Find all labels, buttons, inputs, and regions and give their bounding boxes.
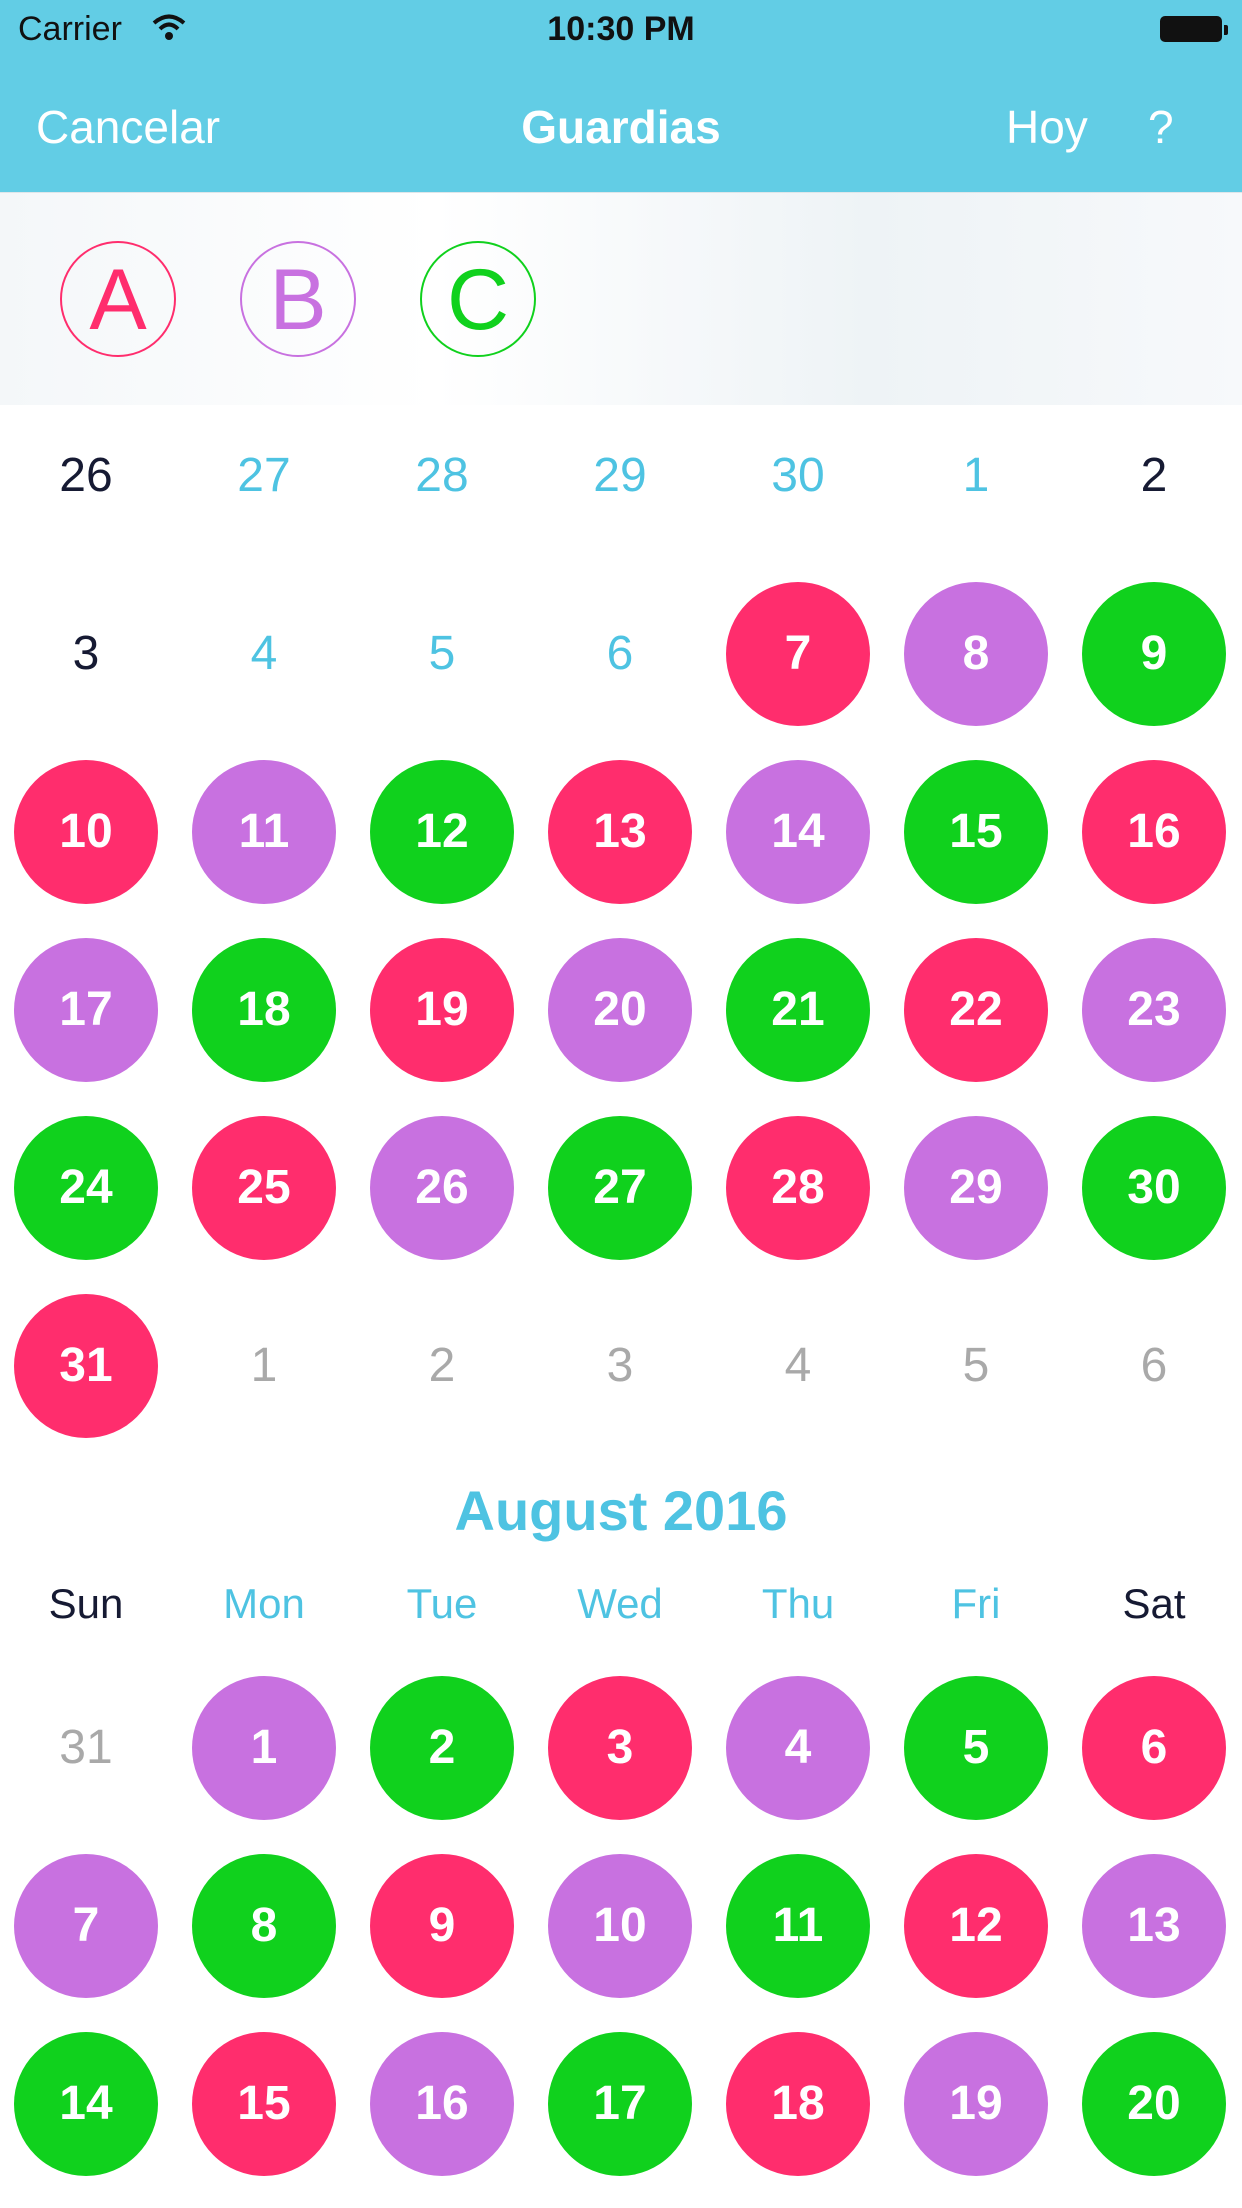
calendar-day[interactable]: 12 [904, 1854, 1048, 1998]
calendar-day[interactable]: 12 [370, 760, 514, 904]
calendar-day[interactable]: 9 [370, 1854, 514, 1998]
calendar-day[interactable]: 2 [1140, 449, 1168, 502]
calendar-day[interactable]: 19 [370, 938, 514, 1082]
calendar-day[interactable]: 9 [1082, 582, 1226, 726]
calendar-day[interactable]: 10 [14, 760, 158, 904]
calendar-day[interactable]: 13 [1082, 1854, 1226, 1998]
calendar-day[interactable]: 27 [237, 449, 291, 502]
calendar-day[interactable]: 13 [548, 760, 692, 904]
calendar-day[interactable]: 6 [1140, 1339, 1168, 1392]
calendar-day[interactable]: 24 [14, 1116, 158, 1260]
calendar-day[interactable]: 5 [962, 1339, 990, 1392]
calendar-day[interactable]: 3 [548, 1676, 692, 1820]
calendar-day[interactable]: 5 [428, 627, 456, 680]
calendar-day[interactable]: 31 [14, 1294, 158, 1438]
calendar-day[interactable]: 4 [784, 1339, 812, 1392]
weekday-label: Sat [1122, 1580, 1186, 1627]
calendar-day[interactable]: 17 [548, 2032, 692, 2176]
weekday-label: Sun [48, 1580, 124, 1627]
weekday-label: Wed [577, 1580, 663, 1627]
weekday-label: Thu [761, 1580, 835, 1627]
calendar-day[interactable]: 15 [904, 760, 1048, 904]
calendar-day[interactable]: 3 [72, 627, 100, 680]
calendar-day[interactable]: 16 [1082, 760, 1226, 904]
calendar-day[interactable]: 17 [14, 938, 158, 1082]
calendar-day[interactable]: 2 [370, 1676, 514, 1820]
calendar-day[interactable]: 31 [59, 1721, 113, 1774]
calendar-day[interactable]: 25 [192, 1116, 336, 1260]
calendar-day[interactable]: 6 [1082, 1676, 1226, 1820]
calendar-day[interactable]: 16 [370, 2032, 514, 2176]
calendar-day[interactable]: 22 [904, 938, 1048, 1082]
calendar-day[interactable]: 29 [904, 1116, 1048, 1260]
status-time: 10:30 PM [547, 10, 695, 48]
calendar-day[interactable]: 14 [726, 760, 870, 904]
calendar-day[interactable]: 6 [606, 627, 634, 680]
calendar-day[interactable]: 28 [415, 449, 469, 502]
calendar-day[interactable]: 29 [593, 449, 647, 502]
calendar-day[interactable]: 1 [192, 1676, 336, 1820]
shift-selector: A B C [0, 192, 1242, 405]
calendar-day[interactable]: 18 [192, 938, 336, 1082]
navigation-bar: Cancelar Guardias Hoy ? [0, 60, 1242, 192]
calendar-day[interactable]: 3 [606, 1339, 634, 1392]
calendar-day[interactable]: 27 [548, 1116, 692, 1260]
calendar-day[interactable]: 1 [962, 449, 990, 502]
help-button[interactable]: ? [1148, 101, 1174, 153]
calendar-day[interactable]: 21 [726, 938, 870, 1082]
calendar-day[interactable]: 4 [250, 627, 278, 680]
calendar-day[interactable]: 11 [726, 1854, 870, 1998]
calendar-day[interactable]: 28 [726, 1116, 870, 1260]
top-bar: Carrier 10:30 PM Cancelar Guardias Hoy ? [0, 0, 1242, 192]
calendar-day[interactable]: 23 [1082, 938, 1226, 1082]
calendar-day[interactable]: 30 [1082, 1116, 1226, 1260]
status-bar: Carrier 10:30 PM [0, 0, 1242, 60]
calendar-day[interactable]: 5 [904, 1676, 1048, 1820]
battery-icon [1160, 16, 1228, 42]
month-title: August 2016 [454, 1479, 788, 1542]
calendar-day[interactable]: 26 [59, 449, 113, 502]
calendar-day[interactable]: 19 [904, 2032, 1048, 2176]
calendar-day[interactable]: 2 [428, 1339, 456, 1392]
shift-c-button[interactable]: C [420, 241, 536, 357]
calendar-day[interactable]: 15 [192, 2032, 336, 2176]
carrier-label: Carrier [18, 10, 122, 48]
calendar-day[interactable]: 7 [14, 1854, 158, 1998]
calendar-day[interactable]: 26 [370, 1116, 514, 1260]
weekday-label: Fri [951, 1580, 1001, 1627]
cancel-button[interactable]: Cancelar [36, 101, 221, 153]
weekday-label: Mon [223, 1580, 305, 1627]
calendar-day[interactable]: 4 [726, 1676, 870, 1820]
calendar-day[interactable]: 20 [1082, 2032, 1226, 2176]
calendar-day[interactable]: 20 [548, 938, 692, 1082]
shift-b-button[interactable]: B [240, 241, 356, 357]
weekday-label: Tue [406, 1580, 478, 1627]
wifi-icon [152, 14, 186, 40]
calendar-day[interactable]: 11 [192, 760, 336, 904]
today-button[interactable]: Hoy [1006, 101, 1088, 153]
calendar-day[interactable]: 14 [14, 2032, 158, 2176]
calendar-day[interactable]: 10 [548, 1854, 692, 1998]
calendar-day[interactable]: 7 [726, 582, 870, 726]
shift-a-button[interactable]: A [60, 241, 176, 357]
page-title: Guardias [521, 101, 721, 153]
calendar-day[interactable]: 18 [726, 2032, 870, 2176]
calendar-day[interactable]: 1 [250, 1339, 278, 1392]
calendar-day[interactable]: 8 [904, 582, 1048, 726]
calendar-day[interactable]: 30 [771, 449, 825, 502]
calendar-day[interactable]: 8 [192, 1854, 336, 1998]
